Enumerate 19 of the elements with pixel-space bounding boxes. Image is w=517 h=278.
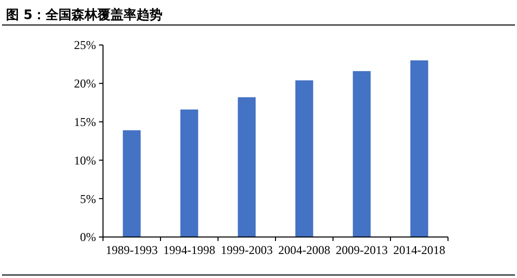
bar	[295, 80, 314, 237]
x-tick-label: 1994-1998	[163, 243, 216, 257]
bar	[238, 97, 256, 237]
y-tick-label: 10%	[74, 153, 96, 168]
y-tick-label: 25%	[74, 38, 96, 52]
bar	[180, 110, 198, 237]
bar	[410, 60, 428, 237]
y-tick-label: 15%	[74, 115, 96, 129]
bar	[122, 130, 141, 237]
bar	[352, 71, 371, 237]
y-tick-label: 5%	[80, 192, 96, 206]
x-tick-label: 2004-2008	[278, 243, 330, 257]
x-tick-label: 1989-1993	[106, 243, 158, 257]
x-tick-label: 1999-2003	[220, 243, 273, 257]
y-tick-label: 20%	[74, 76, 96, 91]
y-tick-label: 0%	[80, 230, 96, 244]
chart-title: 图 5：全国森林覆盖率趋势	[6, 7, 163, 23]
x-tick-label: 2009-2013	[336, 243, 388, 257]
x-tick-label: 2014-2018	[393, 243, 446, 257]
